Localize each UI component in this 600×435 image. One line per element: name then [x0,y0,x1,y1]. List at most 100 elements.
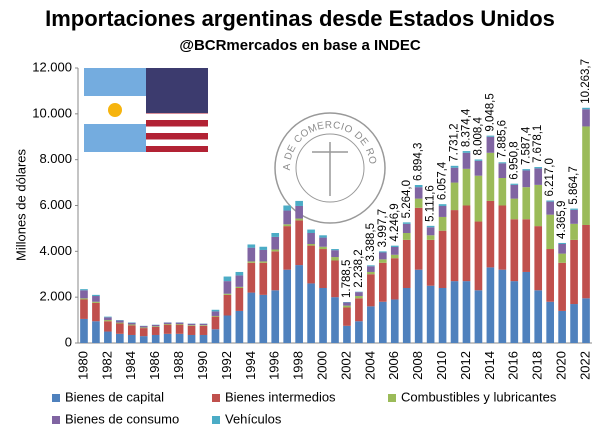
bar-segment [378,301,387,343]
bar-segment [355,298,363,322]
bar-segment [247,244,256,248]
bar-segment [486,267,495,343]
total-label: 9.048,5 [484,93,496,131]
bar-segment [271,251,280,291]
bar-segment [295,200,303,206]
bar-segment [116,320,124,323]
bar-segment [139,327,148,329]
bar-segment [378,259,387,263]
total-label: 10.263,7 [580,59,592,104]
bar-segment [462,168,471,206]
x-tick-label: 1998 [291,351,306,380]
legend-swatch [212,394,220,402]
bar-segment [199,325,208,326]
bar-segment [235,275,244,287]
bar-segment [426,227,435,236]
x-tick-label: 2016 [506,351,521,380]
bar-segment [80,318,88,343]
bar-segment [127,322,136,325]
bar-segment [390,254,399,259]
bar-segment [558,262,566,311]
bar-segment [486,136,495,153]
x-tick-label: 2006 [386,351,401,380]
bar-segment [307,233,315,244]
bar-segment [199,325,208,335]
bar-segment [247,247,256,262]
bar-segment [319,246,327,250]
bar-segment [582,107,590,110]
bar-segment [582,126,590,225]
x-tick-label: 2022 [577,351,592,380]
bar-segment [570,208,578,210]
bar-segment [343,307,351,326]
total-label: 4.365,9 [556,201,568,239]
bar-segment [378,262,387,302]
bar-segment [534,167,543,169]
bar-segment [534,184,543,227]
bar-segment [570,239,578,305]
bar-segment [211,316,220,330]
bar-segment [295,220,303,266]
x-tick-label: 1982 [99,351,114,380]
bar-segment [151,326,160,335]
bar-segment [187,325,196,326]
bar-segment [390,299,399,343]
bar-segment [414,198,423,208]
total-label: 6.057,4 [437,161,449,200]
bar-segment [558,310,566,343]
bar-segment [319,235,327,238]
bar-segment [510,219,519,282]
bar-segment [163,323,172,325]
bar-segment [546,214,554,250]
bar-segment [104,331,112,343]
bar-segment [522,169,531,171]
bar-segment [510,281,519,343]
total-label: 6.217,0 [544,158,556,196]
bar-segment [510,198,519,220]
bar-segment [211,309,220,312]
bar-segment [462,152,471,169]
x-tick-label: 2012 [458,351,473,380]
x-tick-label: 1984 [123,351,138,380]
bar-segment [522,271,531,343]
bar-segment [271,290,280,343]
bar-segment [295,218,303,221]
bar-segment [104,317,112,321]
bar-segment [438,205,447,217]
x-tick-label: 1996 [267,351,282,380]
bar-segment [104,321,112,332]
total-label: 5.111,6 [425,185,437,222]
bar-segment [462,205,471,282]
bar-segment [582,109,590,127]
total-label: 1.788,5 [341,260,353,298]
bar-segment [378,251,387,253]
bar-segment [92,301,100,303]
bar-segment [486,152,495,201]
bar-segment [534,226,543,291]
bar-segment [498,205,507,270]
bar-segment [319,288,327,343]
bar-segment [390,245,399,247]
y-tick-label: 6.000 [39,197,72,212]
chart-title: Importaciones argentinas desde Estados U… [45,6,555,31]
bar-segment [187,334,196,343]
bar-segment [187,323,196,326]
total-label: 8.374,4 [461,108,473,147]
bar-segment [331,297,339,343]
bar-segment [414,187,423,199]
bar-segment [223,315,232,343]
bar-segment [498,178,507,206]
bar-segment [450,182,459,211]
legend-swatch [52,394,60,402]
bar-segment [534,168,543,185]
x-tick-label: 1992 [219,351,234,380]
legend-label: Bienes de capital [65,389,164,404]
total-label: 7.731,2 [449,123,461,161]
bar-segment [414,269,423,343]
bar-segment [367,306,375,343]
bar-segment [139,328,148,337]
bar-segment [402,288,411,343]
bar-segment [546,301,554,343]
bar-segment [498,162,507,164]
bar-segment [271,249,280,252]
